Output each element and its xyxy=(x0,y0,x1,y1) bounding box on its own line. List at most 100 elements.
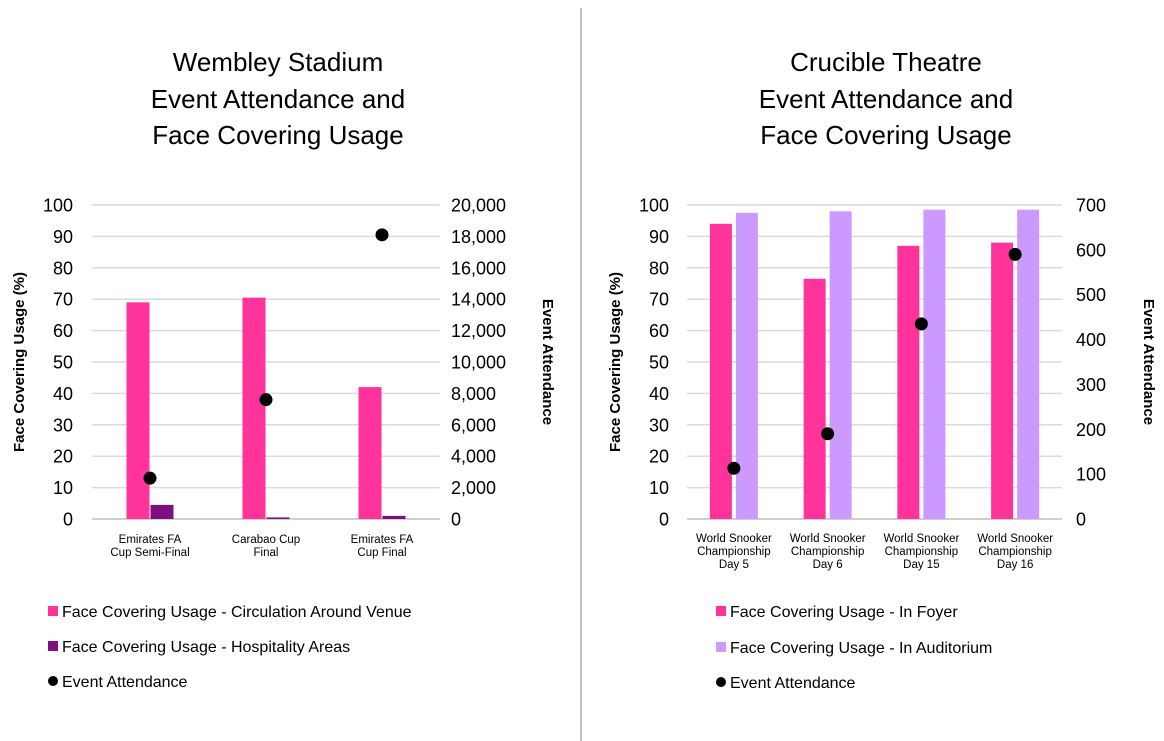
y2-tick-label: 0 xyxy=(1076,510,1086,530)
category-label: World Snooker xyxy=(790,533,866,545)
y2-tick-label: 14,000 xyxy=(451,290,506,310)
scatter-point xyxy=(143,471,157,485)
legend-label: Face Covering Usage - Hospitality Areas xyxy=(62,639,350,656)
category-label: World Snooker xyxy=(696,533,772,545)
y-tick-label: 10 xyxy=(53,478,73,498)
bar xyxy=(709,223,732,519)
category-label: Cup Final xyxy=(357,547,406,559)
category-label: Day 6 xyxy=(813,559,843,571)
y-tick-label: 100 xyxy=(43,196,73,216)
scatter-point xyxy=(914,317,928,331)
y2-tick-label: 2,000 xyxy=(451,478,496,498)
bar xyxy=(829,211,852,519)
y-tick-label: 70 xyxy=(53,290,73,310)
y2-tick-label: 18,000 xyxy=(451,227,506,247)
y2-tick-label: 200 xyxy=(1076,420,1106,440)
legend-label: Face Covering Usage - Circulation Around… xyxy=(62,604,412,621)
y-axis-title: Face Covering Usage (%) xyxy=(11,272,28,452)
y-tick-label: 60 xyxy=(649,321,669,341)
bar xyxy=(735,212,758,519)
category-label: Day 15 xyxy=(903,559,939,571)
scatter-point xyxy=(375,228,389,242)
y-axis-title: Face Covering Usage (%) xyxy=(607,272,624,452)
y2-tick-label: 100 xyxy=(1076,465,1106,485)
chart-title-line: Event Attendance and xyxy=(759,84,1013,114)
legend-swatch xyxy=(48,606,58,616)
bar xyxy=(1017,209,1040,519)
y2-tick-label: 600 xyxy=(1076,240,1106,260)
bar xyxy=(923,209,946,519)
category-label: Carabao Cup xyxy=(232,534,300,546)
y-tick-label: 0 xyxy=(63,510,73,530)
bar xyxy=(150,504,174,519)
y-tick-label: 60 xyxy=(53,321,73,341)
bar xyxy=(382,515,406,519)
category-label: Championship xyxy=(697,546,771,558)
y2-axis-title: Event Attendance xyxy=(539,299,556,425)
category-label: Championship xyxy=(978,546,1052,558)
chart-1: Crucible Theatre Event Attendance and Face… xyxy=(607,47,1157,692)
scatter-point xyxy=(1008,247,1022,261)
chart-0: Wembley Stadium Event Attendance and Face … xyxy=(11,47,556,691)
y2-tick-label: 700 xyxy=(1076,196,1106,216)
chart-title-line: Event Attendance and xyxy=(151,84,405,114)
scatter-point xyxy=(727,461,741,475)
y-tick-label: 40 xyxy=(53,384,73,404)
y2-tick-label: 0 xyxy=(451,510,461,530)
y-tick-label: 50 xyxy=(649,353,669,373)
y-tick-label: 30 xyxy=(649,415,669,435)
y-tick-label: 80 xyxy=(53,258,73,278)
legend-label: Face Covering Usage - In Auditorium xyxy=(730,640,992,657)
y-tick-label: 80 xyxy=(649,258,669,278)
y-tick-label: 100 xyxy=(639,196,669,216)
y2-tick-label: 20,000 xyxy=(451,196,506,216)
legend-swatch xyxy=(716,606,726,616)
chart-title-line: Wembley Stadium xyxy=(173,47,384,77)
y-tick-label: 20 xyxy=(53,447,73,467)
category-label: Day 5 xyxy=(719,559,749,571)
y-tick-label: 90 xyxy=(53,227,73,247)
y-tick-label: 40 xyxy=(649,384,669,404)
y2-tick-label: 500 xyxy=(1076,285,1106,305)
y-tick-label: 30 xyxy=(53,415,73,435)
bar xyxy=(897,245,920,519)
y-tick-label: 50 xyxy=(53,353,73,373)
legend-label: Event Attendance xyxy=(62,674,188,691)
y2-tick-label: 8,000 xyxy=(451,384,496,404)
bar xyxy=(991,242,1014,519)
chart-title-line: Crucible Theatre xyxy=(790,47,982,77)
scatter-point xyxy=(821,427,835,441)
y2-tick-label: 6,000 xyxy=(451,415,496,435)
bar xyxy=(126,302,150,519)
y2-tick-label: 12,000 xyxy=(451,321,506,341)
y2-tick-label: 4,000 xyxy=(451,447,496,467)
y2-tick-label: 300 xyxy=(1076,375,1106,395)
legend-label: Face Covering Usage - In Foyer xyxy=(730,604,958,621)
y2-axis-title: Event Attendance xyxy=(1140,299,1157,425)
y-tick-label: 10 xyxy=(649,478,669,498)
category-label: Cup Semi-Final xyxy=(110,547,189,559)
bar xyxy=(266,517,290,519)
bar xyxy=(358,387,382,519)
category-label: Day 16 xyxy=(997,559,1033,571)
bar xyxy=(803,278,826,519)
category-label: Championship xyxy=(791,546,865,558)
y-tick-label: 20 xyxy=(649,447,669,467)
bar xyxy=(242,297,266,519)
y-tick-label: 90 xyxy=(649,227,669,247)
category-label: World Snooker xyxy=(883,533,959,545)
legend-swatch xyxy=(716,642,726,652)
y2-tick-label: 16,000 xyxy=(451,258,506,278)
scatter-point xyxy=(259,393,273,407)
category-label: World Snooker xyxy=(977,533,1053,545)
category-label: Emirates FA xyxy=(119,534,182,546)
category-label: Championship xyxy=(885,546,959,558)
legend-swatch xyxy=(48,641,58,651)
legend-swatch xyxy=(716,677,726,687)
y-tick-label: 0 xyxy=(659,510,669,530)
legend-label: Event Attendance xyxy=(730,675,856,692)
chart-title-line: Face Covering Usage xyxy=(760,120,1011,150)
category-label: Final xyxy=(254,547,279,559)
chart-title-line: Face Covering Usage xyxy=(152,120,403,150)
